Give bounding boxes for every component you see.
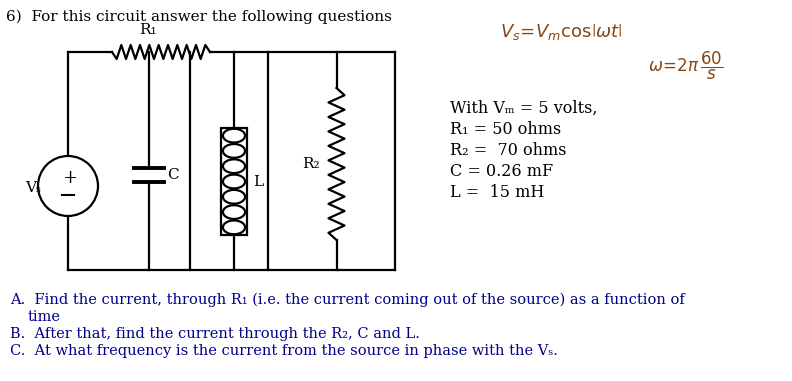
Text: $V_s\!=\!V_m\cos\!\left|\omega t\right|$: $V_s\!=\!V_m\cos\!\left|\omega t\right|$	[500, 22, 623, 42]
Text: $\omega\!=\!2\pi\,\dfrac{60}{s}$: $\omega\!=\!2\pi\,\dfrac{60}{s}$	[648, 50, 723, 82]
Text: L =  15 mH: L = 15 mH	[450, 184, 544, 201]
Text: R₂: R₂	[302, 157, 319, 171]
Text: L: L	[253, 174, 263, 189]
Text: time: time	[28, 310, 61, 324]
Text: Vₛ: Vₛ	[25, 181, 41, 195]
Text: R₁ = 50 ohms: R₁ = 50 ohms	[450, 121, 562, 138]
Text: B.  After that, find the current through the R₂, C and L.: B. After that, find the current through …	[10, 327, 420, 341]
Text: R₂ =  70 ohms: R₂ = 70 ohms	[450, 142, 566, 159]
Text: A.  Find the current, through R₁ (i.e. the current coming out of the source) as : A. Find the current, through R₁ (i.e. th…	[10, 293, 685, 307]
Text: +: +	[63, 169, 78, 187]
Text: 6)  For this circuit answer the following questions: 6) For this circuit answer the following…	[6, 10, 392, 24]
Text: C: C	[167, 168, 179, 182]
Text: R₁: R₁	[139, 23, 157, 37]
Bar	[221, 128, 247, 235]
Text: With Vₘ = 5 volts,: With Vₘ = 5 volts,	[450, 100, 597, 117]
Text: C.  At what frequency is the current from the source in phase with the Vₛ.: C. At what frequency is the current from…	[10, 344, 558, 358]
Text: C = 0.26 mF: C = 0.26 mF	[450, 163, 553, 180]
